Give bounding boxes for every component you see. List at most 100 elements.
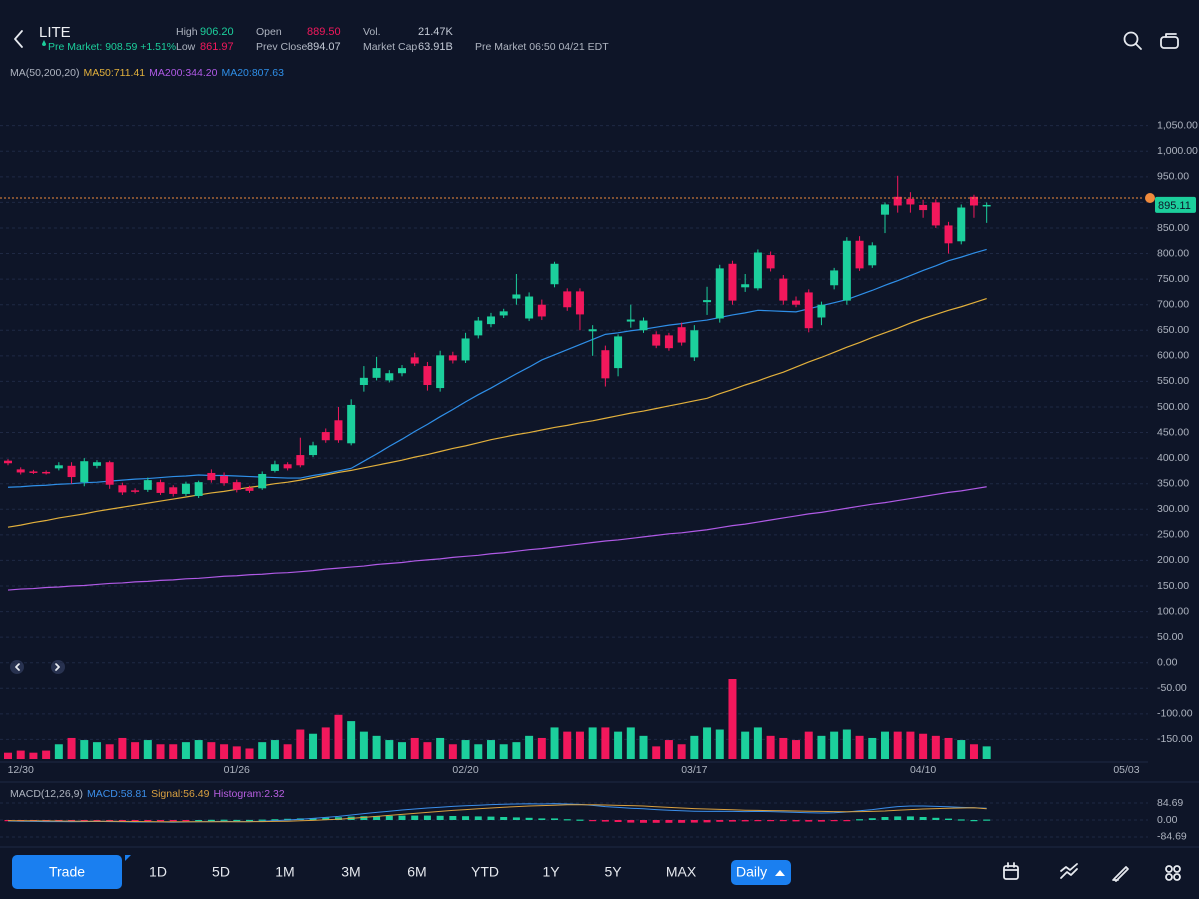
histogram-bar: [957, 819, 965, 821]
volume-bar: [499, 744, 508, 759]
volume-bar: [118, 737, 127, 759]
y-tick-label: 850.00: [1157, 222, 1189, 234]
y-tick-label: -84.69: [1157, 831, 1187, 843]
candle-body: [398, 368, 407, 374]
calendar-button[interactable]: [1003, 862, 1019, 880]
range-button[interactable]: MAX: [666, 864, 697, 880]
histogram-bar: [487, 816, 495, 820]
histogram-bar: [322, 817, 330, 820]
scroll-right[interactable]: [51, 660, 65, 674]
candle-body: [80, 461, 89, 483]
candle-body: [474, 320, 483, 336]
layout-button[interactable]: [1165, 865, 1181, 881]
range-button[interactable]: 6M: [407, 864, 426, 880]
symbol: LITE: [39, 24, 71, 41]
histogram-bar: [805, 820, 813, 822]
volume-bar: [220, 744, 229, 759]
histogram-bar: [856, 819, 864, 821]
range-button[interactable]: 1M: [275, 864, 294, 880]
volume-bar: [792, 740, 801, 759]
stat-label: Low: [176, 41, 196, 53]
stats: High 906.20 Low 861.97 Open 889.50 Prev …: [176, 26, 609, 53]
histogram-bar: [894, 816, 902, 820]
interval-label: Daily: [736, 864, 767, 880]
interval-button[interactable]: [731, 860, 791, 885]
range-button[interactable]: 5Y: [604, 864, 622, 880]
volume-bar: [92, 742, 101, 759]
candle-body: [486, 316, 495, 325]
legend-entry: MACD:58.81: [87, 788, 147, 800]
stat-label: High: [176, 26, 198, 38]
histogram-bar: [843, 820, 851, 822]
volume-bar: [461, 740, 470, 759]
volume-bar: [372, 735, 381, 759]
volume-bar: [398, 742, 407, 759]
range-button[interactable]: YTD: [471, 864, 499, 880]
candle-body: [792, 300, 801, 305]
y-tick-label: 350.00: [1157, 477, 1189, 489]
y-tick-label: 400.00: [1157, 452, 1189, 464]
range-button[interactable]: 1D: [149, 864, 167, 880]
histogram-bar: [207, 819, 215, 821]
range-button[interactable]: 1Y: [542, 864, 560, 880]
range-button[interactable]: 5D: [212, 864, 230, 880]
candle-body: [42, 471, 51, 474]
legend-entry: MACD(12,26,9): [10, 788, 83, 800]
volume-bar: [232, 746, 241, 759]
y-tick-label: 84.69: [1157, 797, 1183, 809]
histogram-bar: [652, 820, 660, 823]
candle-body: [575, 291, 584, 315]
legend-entry: Signal:56.49: [151, 788, 210, 800]
volume-bar: [804, 731, 813, 759]
y-tick-label: 250.00: [1157, 529, 1189, 541]
volume-bar: [16, 750, 25, 759]
candle-body: [525, 296, 534, 319]
x-tick-label: 12/30: [8, 764, 34, 776]
pre-market-price: 908.59: [105, 41, 137, 53]
pre-market-label: Pre Market:: [48, 41, 102, 53]
histogram-bar: [106, 820, 114, 822]
histogram-bar: [932, 817, 940, 820]
y-tick-label: 0.00: [1157, 656, 1178, 668]
candle-body: [652, 334, 661, 346]
volume-bar: [80, 740, 89, 759]
x-tick-label: 01/26: [224, 764, 250, 776]
volume-bar: [448, 744, 457, 759]
last-price-label: 895.11: [1158, 200, 1191, 212]
volume-bar: [194, 740, 203, 759]
switch-button[interactable]: [1160, 33, 1179, 49]
volume-bar: [639, 735, 648, 759]
back-button[interactable]: [14, 30, 23, 48]
y-tick-label: 950.00: [1157, 171, 1189, 183]
histogram-bar: [563, 819, 571, 821]
draw-button[interactable]: [1112, 866, 1129, 882]
y-tick-label: 150.00: [1157, 580, 1189, 592]
volume-bar: [575, 731, 584, 759]
histogram-bar: [373, 816, 381, 820]
y-tick-label: 600.00: [1157, 350, 1189, 362]
histogram-bar: [525, 817, 533, 820]
candle-body: [677, 327, 686, 343]
histogram-bar: [245, 819, 253, 822]
stat-label: Vol.: [363, 26, 381, 38]
search-button[interactable]: [1123, 31, 1142, 50]
legend-entry: MA50:711.41: [83, 67, 145, 79]
volume-bar: [359, 731, 368, 759]
candle-body: [4, 460, 12, 464]
scroll-left[interactable]: [10, 660, 24, 674]
histogram-bar: [614, 820, 622, 822]
candle-body: [461, 338, 470, 361]
volume-bar: [29, 752, 38, 759]
y-tick-label: 200.00: [1157, 554, 1189, 566]
x-tick-label: 04/10: [910, 764, 936, 776]
indicator-button[interactable]: [1060, 863, 1078, 879]
volume-bar: [410, 737, 419, 759]
candle-body: [614, 336, 623, 369]
range-button[interactable]: 3M: [341, 864, 360, 880]
legend-entry: Histogram:2.32: [213, 788, 284, 800]
volume-bar: [309, 733, 318, 759]
trade-button[interactable]: [12, 855, 122, 889]
candle-body: [880, 204, 889, 215]
candle-body: [29, 471, 38, 473]
